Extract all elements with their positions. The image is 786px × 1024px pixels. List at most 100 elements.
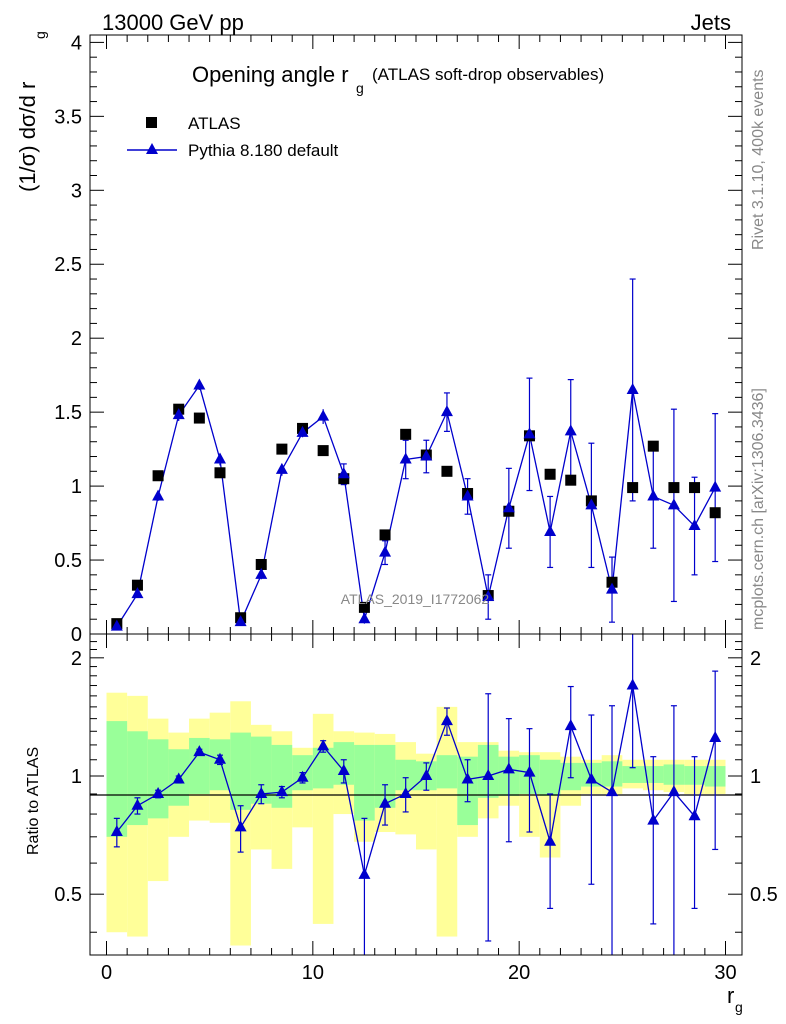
ratio-point: [275, 785, 288, 797]
ratio-tick-label: 1: [71, 766, 82, 788]
y-tick-label: 0: [71, 624, 82, 646]
ratio-point: [213, 752, 226, 764]
atlas-point: [400, 428, 412, 440]
mc-line: [116, 384, 716, 627]
ratio-marks: [110, 634, 722, 955]
ratio-point: [131, 798, 144, 810]
y-tick-label: 2.5: [54, 254, 82, 276]
ratio-tick-label-right: 0.5: [750, 884, 778, 906]
ratio-point: [440, 714, 453, 726]
x-ticks: 0 10 20 30: [101, 35, 737, 984]
mcplots-label: mcplots.cern.ch [arXiv:1306.3436]: [750, 388, 767, 630]
ratio-tick-label-right: 2: [750, 648, 761, 670]
title-sub: g: [356, 80, 364, 96]
legend-label-atlas: ATLAS: [188, 114, 241, 133]
ratio-ticks: 0.5 0.5 1 1 2 2: [54, 641, 778, 933]
ratio-point: [420, 769, 433, 781]
ratio-point: [564, 719, 577, 731]
mc-point: [275, 462, 288, 474]
atlas-point: [668, 482, 680, 494]
band-inner: [374, 744, 396, 808]
ratio-point: [110, 825, 123, 837]
band-inner: [127, 731, 148, 826]
rivet-label: Rivet 3.1.10, 400k events: [750, 69, 767, 250]
mc-point: [461, 489, 474, 501]
mc-point: [317, 409, 330, 421]
header-right: Jets: [691, 10, 731, 35]
ratio-point: [152, 786, 165, 798]
ratio-point: [461, 772, 474, 784]
header-left: 13000 GeV pp: [102, 10, 244, 35]
x-tick-label: 0: [101, 962, 112, 984]
y-axis-label-sub: g: [32, 31, 48, 39]
atlas-point: [276, 443, 288, 455]
band-inner: [312, 747, 334, 789]
atlas-point: [689, 482, 701, 494]
ratio-point: [502, 762, 515, 774]
ratio-point: [647, 813, 660, 825]
band-inner: [250, 736, 272, 804]
atlas-point: [379, 529, 391, 541]
ratio-tick-label-right: 1: [750, 766, 761, 788]
legend-marker-pythia: [146, 143, 158, 154]
ratio-point: [399, 786, 412, 798]
mc-point: [482, 590, 495, 602]
mc-point: [688, 519, 701, 531]
mc-point: [379, 545, 392, 557]
ratio-point: [379, 796, 392, 808]
mc-point: [131, 587, 144, 599]
upper-ticks: 0 0.5 1 1.5 2 2.5 3 3.5 4: [54, 32, 742, 646]
ratio-point: [667, 785, 680, 797]
mc-point: [213, 452, 226, 464]
ratio-line: [116, 685, 716, 876]
atlas-point: [606, 576, 618, 588]
ratio-tick-label: 0.5: [54, 884, 82, 906]
ratio-point: [234, 820, 247, 832]
ratio-point: [688, 809, 701, 821]
mc-point: [606, 582, 619, 594]
band-inner: [622, 766, 643, 783]
mc-point: [172, 408, 185, 420]
legend-label-pythia: Pythia 8.180 default: [188, 141, 339, 160]
legend-marker-atlas: [146, 117, 157, 128]
mc-point: [358, 612, 371, 624]
title-main: Opening angle r: [192, 62, 349, 87]
y-axis-label-main: (1/σ) dσ/d r: [15, 82, 40, 192]
mc-point: [626, 382, 639, 394]
mc-point: [193, 378, 206, 390]
atlas-point: [709, 507, 721, 519]
ratio-point: [482, 769, 495, 781]
atlas-point: [214, 467, 226, 479]
ratio-point: [606, 785, 619, 797]
ratio-point: [523, 765, 536, 777]
x-axis-label-main: r: [727, 983, 734, 1008]
ratio-point: [626, 678, 639, 690]
x-axis-label-sub: g: [735, 999, 743, 1015]
upper-marks: [110, 278, 722, 631]
band-inner: [395, 759, 416, 791]
ratio-point: [544, 834, 557, 846]
band-inner: [354, 744, 375, 821]
x-tick-label: 10: [302, 962, 324, 984]
atlas-point: [193, 412, 205, 424]
ratio-point: [709, 730, 722, 742]
ratio-point: [337, 763, 350, 775]
band-inner: [230, 732, 251, 810]
mc-point: [420, 449, 433, 461]
ratio-point: [193, 745, 206, 757]
atlas-point: [627, 482, 639, 494]
atlas-point: [255, 558, 267, 570]
mc-point: [255, 567, 268, 579]
mc-point: [152, 489, 165, 501]
atlas-point: [358, 601, 370, 613]
mc-point: [544, 524, 557, 536]
mc-point: [440, 405, 453, 417]
ratio-point: [358, 867, 371, 879]
mc-point: [234, 615, 247, 627]
mc-point: [564, 424, 577, 436]
mc-point: [667, 498, 680, 510]
mc-point: [647, 489, 660, 501]
analysis-watermark: ATLAS_2019_I1772062: [341, 591, 490, 607]
y-tick-label: 1.5: [54, 402, 82, 424]
